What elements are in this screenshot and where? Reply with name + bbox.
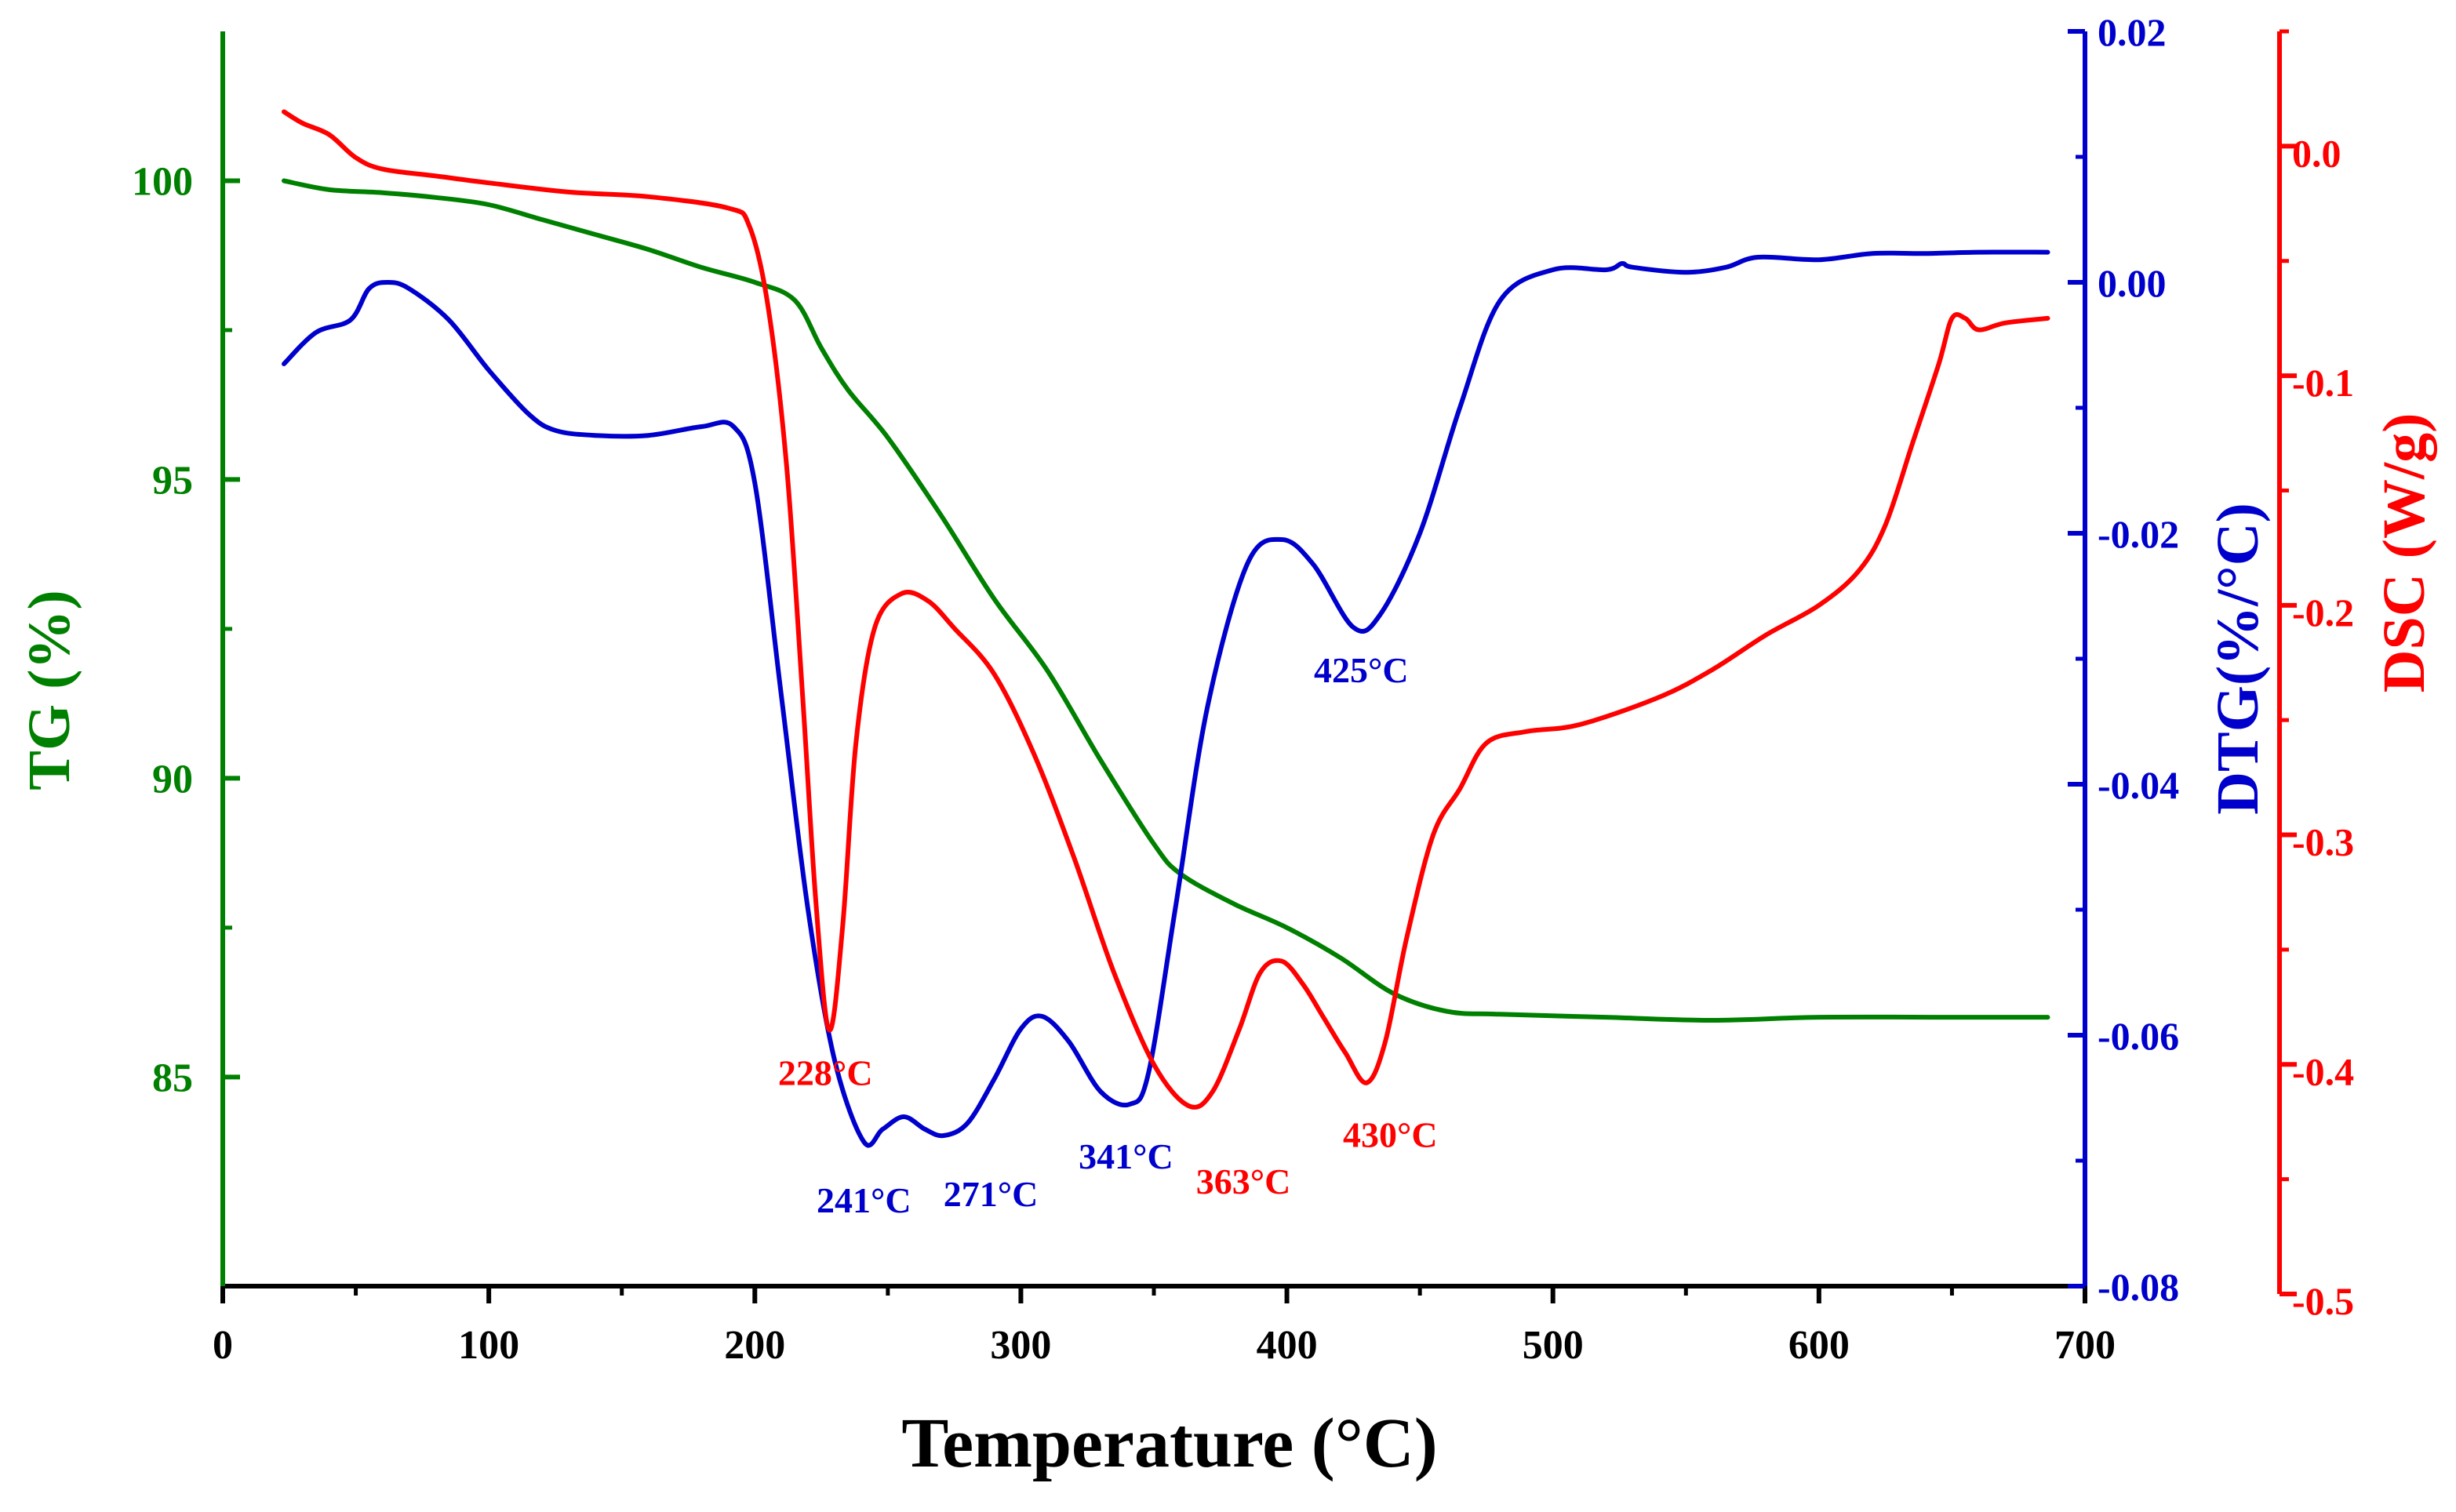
- tg-axis-title: TG (%): [16, 590, 82, 790]
- series-line-dsc: [282, 109, 2050, 1110]
- dtg-tick-label-3: -0.04: [2098, 763, 2179, 807]
- dtg-axis-title: DTG(%/°C): [2205, 503, 2271, 815]
- peak-label-271c: 271°C: [944, 1174, 1039, 1214]
- x-tick-label-300: 300: [990, 1323, 1051, 1368]
- dtg-tick-label-1: 0.00: [2098, 261, 2167, 305]
- peak-label-241c: 241°C: [817, 1180, 911, 1220]
- peak-label-430c: 430°C: [1343, 1115, 1438, 1155]
- peak-label-363c: 363°C: [1196, 1161, 1291, 1201]
- dtg-tick-label-2: -0.02: [2098, 512, 2179, 556]
- x-tick-label-700: 700: [2054, 1323, 2116, 1368]
- dsc-tick-label-3: -0.3: [2292, 820, 2354, 864]
- peak-label-425c: 425°C: [1314, 650, 1409, 690]
- series-line-tg: [282, 178, 2050, 1023]
- dtg-tick-label-0: 0.02: [2098, 10, 2167, 54]
- tg-tick-label-95: 95: [152, 458, 193, 503]
- dsc-tick-label-2: -0.2: [2292, 591, 2354, 634]
- x-tick-label-400: 400: [1257, 1323, 1318, 1368]
- axes-layer: [220, 29, 2297, 1303]
- dsc-tick-label-4: -0.4: [2292, 1049, 2354, 1093]
- tg-tick-label-85: 85: [152, 1056, 193, 1100]
- dtg-tick-label-5: -0.08: [2098, 1265, 2179, 1309]
- dtg-tick-label-4: -0.06: [2098, 1014, 2179, 1058]
- dsc-tick-label-5: -0.5: [2292, 1279, 2354, 1323]
- series-line-dtg: [282, 249, 2050, 1148]
- tg-tick-label-90: 90: [152, 757, 193, 801]
- x-tick-label-100: 100: [458, 1323, 519, 1368]
- x-tick-label-200: 200: [724, 1323, 785, 1368]
- dsc-axis-title: DSC (W/g): [2371, 413, 2437, 693]
- dsc-tick-label-1: -0.1: [2292, 361, 2354, 405]
- x-axis-title: Temperature (°C): [901, 1405, 1437, 1482]
- dsc-tick-label-0: 0.0: [2292, 131, 2341, 175]
- labels-layer: 0 100 200 300 400 500 600 700 Temperature (°C) 85…: [16, 10, 2437, 1482]
- peak-label-228c: 228°C: [778, 1052, 873, 1092]
- peak-label-341c: 341°C: [1079, 1136, 1173, 1176]
- x-tick-label-500: 500: [1523, 1323, 1584, 1368]
- series-layer: [282, 109, 2050, 1148]
- tg-tick-label-100: 100: [132, 159, 193, 204]
- x-tick-label-600: 600: [1788, 1323, 1850, 1368]
- x-tick-label-0: 0: [213, 1323, 233, 1368]
